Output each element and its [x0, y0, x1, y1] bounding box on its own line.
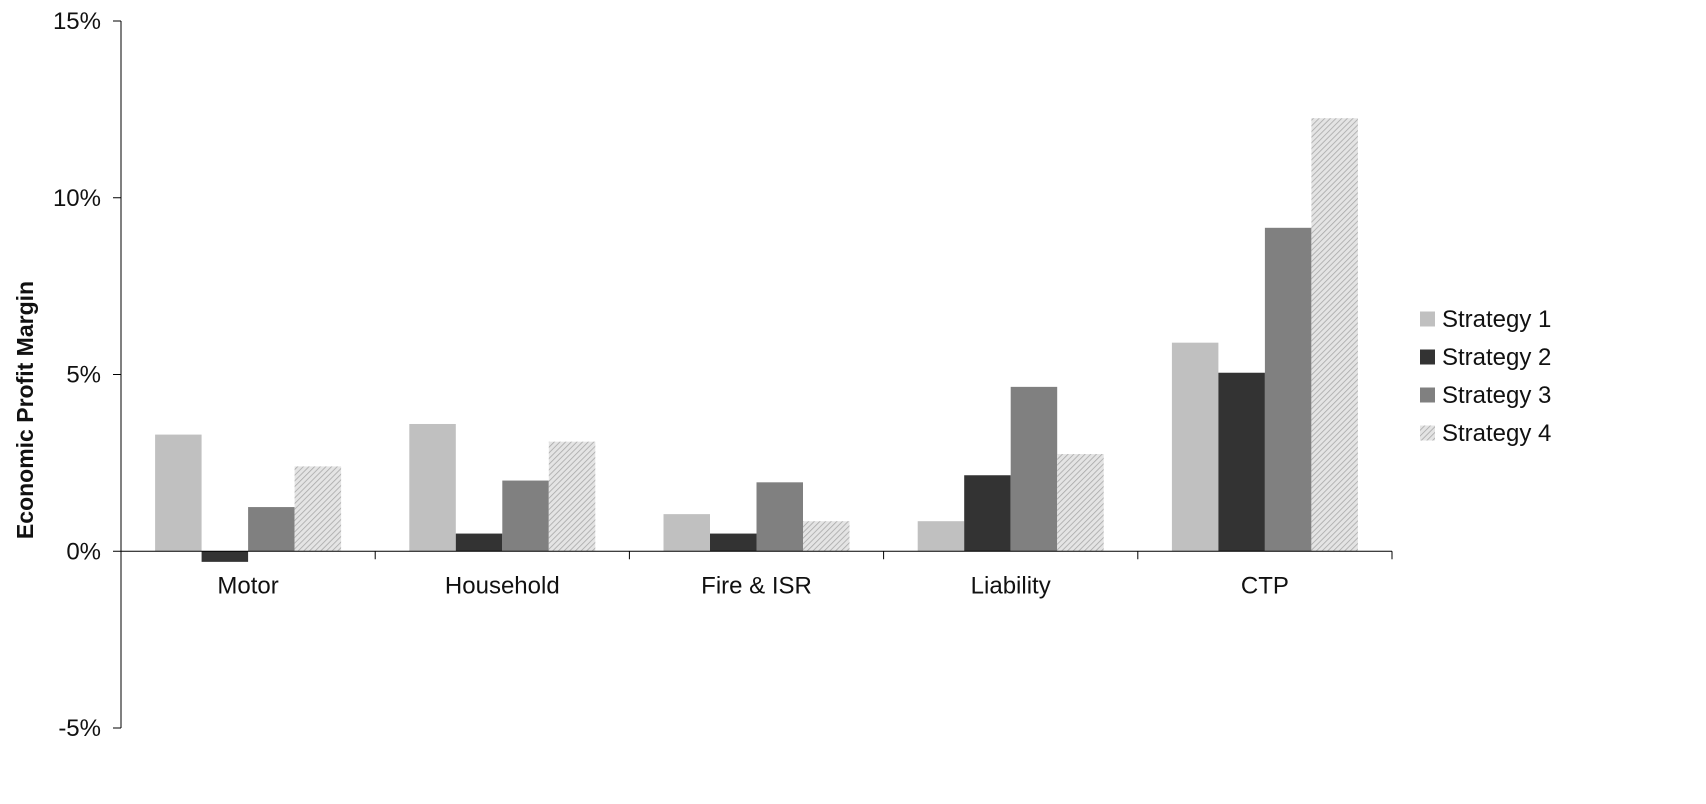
x-category-label: Fire & ISR	[701, 572, 812, 599]
bar-1-liability	[917, 521, 965, 552]
y-tick-label: 0%	[66, 538, 101, 565]
legend-label: Strategy 4	[1442, 420, 1551, 447]
y-tick-label: 15%	[53, 8, 101, 35]
legend-label: Strategy 2	[1442, 344, 1551, 371]
bar-4-liability	[1057, 454, 1104, 552]
bar-4-ctp	[1311, 118, 1358, 552]
bar-4-motor	[294, 466, 342, 552]
legend-swatch	[1420, 349, 1435, 365]
bar-1-fire-isr	[663, 514, 710, 552]
legend-label: Strategy 3	[1442, 382, 1551, 409]
legend-label: Strategy 1	[1442, 306, 1551, 333]
x-category-label: Household	[445, 572, 560, 599]
legend-swatch	[1420, 425, 1435, 441]
labels-layer: 15% 10% 5% 0% -5% Motor Household Fire & ISR Lia…	[53, 8, 1289, 742]
x-category-label: Liability	[971, 572, 1051, 599]
y-tick-label: 10%	[53, 185, 101, 212]
y-tick-label: 5%	[66, 362, 101, 389]
bar-3-liability	[1010, 386, 1058, 552]
bars-layer	[155, 118, 1358, 562]
bar-1-ctp	[1171, 342, 1219, 552]
bar-3-ctp	[1264, 227, 1312, 552]
bar-2-ctp	[1218, 372, 1265, 552]
bar-3-household	[502, 480, 549, 552]
bar-2-motor	[201, 551, 249, 562]
bar-1-household	[409, 423, 456, 552]
legend-swatch	[1420, 387, 1435, 403]
x-category-label: Motor	[217, 572, 278, 599]
bar-2-fire-isr	[710, 533, 757, 552]
legend-swatch	[1420, 311, 1435, 327]
y-axis-title: Economic Profit Margin	[12, 281, 38, 539]
bar-3-fire-isr	[756, 482, 803, 552]
bar-4-household	[548, 441, 596, 552]
bar-2-household	[455, 533, 503, 552]
bar-1-motor	[155, 434, 202, 552]
bar-4-fire-isr	[803, 521, 850, 552]
bar-2-liability	[964, 475, 1011, 552]
x-category-label: CTP	[1241, 572, 1289, 599]
axes-layer	[113, 20, 1393, 729]
y-tick-label: -5%	[58, 715, 101, 742]
legend: Strategy 1 Strategy 2 Strategy 3 Strategy 4	[1420, 306, 1551, 447]
bar-3-motor	[248, 507, 295, 552]
